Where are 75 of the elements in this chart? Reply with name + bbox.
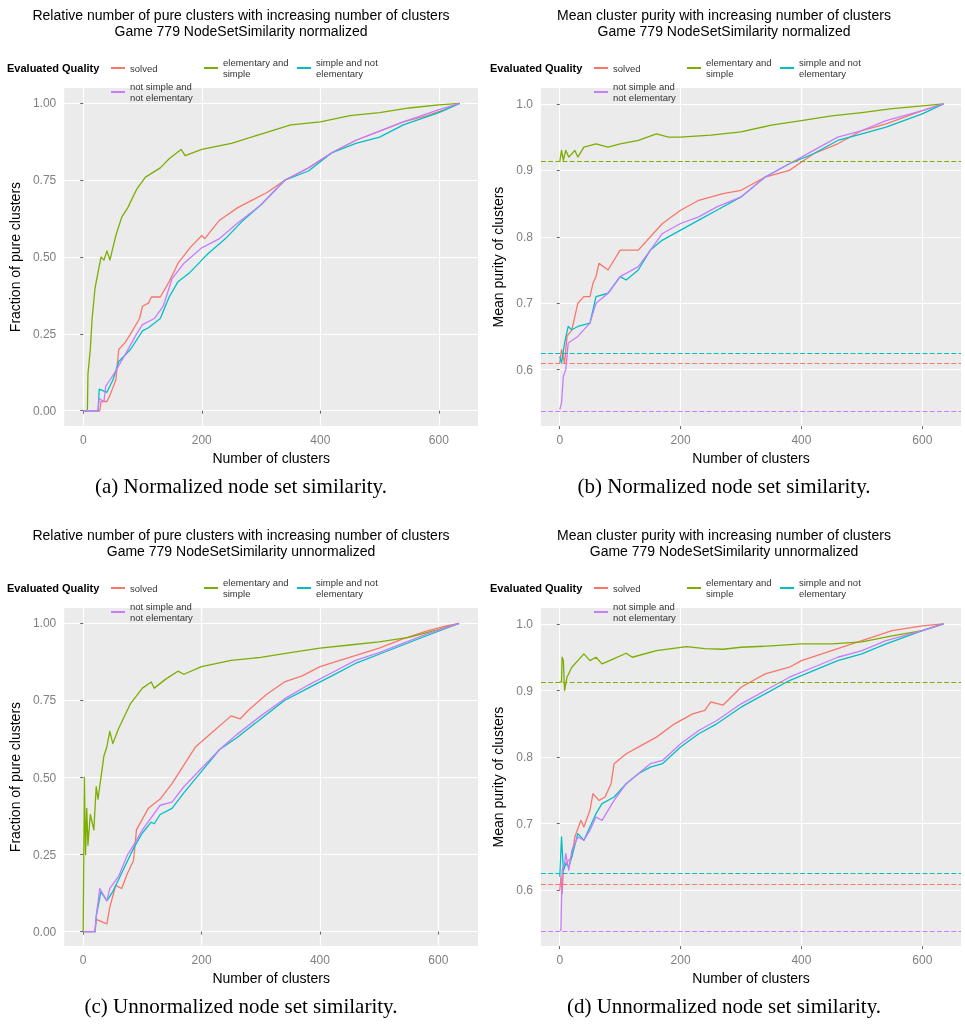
legend-label: elementary and simple (223, 577, 292, 599)
chart-title: Relative number of pure clusters with increasing number of clusters Game 779 NodeSetSimilarity normalized (32, 7, 450, 39)
y-tick-label: 0.7 (516, 296, 534, 311)
legend-label: not simple and not elementary (613, 601, 678, 623)
x-tick-label: 600 (912, 953, 933, 968)
legend-label: solved (130, 582, 158, 594)
x-axis-title: Number of clusters (692, 970, 810, 986)
y-tick-label: 0.9 (516, 163, 534, 178)
legend-title: Evaluated Quality (7, 581, 101, 594)
line-series (559, 103, 945, 411)
legend-label: simple and not elementary (799, 577, 864, 599)
y-tick-label: 0.6 (516, 883, 534, 898)
text: (b) Normalized node set similarity. (576, 474, 872, 499)
y-tick-label: 0.50 (32, 770, 57, 785)
x-tick-label: 400 (791, 953, 812, 968)
y-tick-label: 0.9 (516, 683, 534, 698)
line-series (82, 622, 460, 933)
x-tick-label: 400 (310, 433, 331, 448)
y-tick-label: 0.75 (32, 173, 57, 188)
y-tick-label: 0.8 (516, 750, 534, 765)
x-tick-label: 600 (428, 433, 450, 448)
legend-label: elementary and simple (223, 57, 292, 79)
x-tick-label: 400 (309, 953, 331, 968)
x-axis-title: Number of clusters (212, 970, 330, 986)
text: (d) Unnormalized node set similarity. (565, 994, 883, 1019)
x-tick-label: 400 (791, 433, 812, 448)
legend-label: elementary and simple (706, 57, 775, 79)
y-tick-label: 0.00 (32, 403, 57, 418)
y-axis-title: Fraction of pure clusters (7, 181, 23, 333)
x-tick-label: 200 (670, 433, 691, 448)
y-axis-title: Mean purity of clusters (490, 706, 506, 848)
legend-title: Evaluated Quality (490, 581, 584, 594)
x-axis-title: Number of clusters (212, 450, 330, 466)
y-axis-title: Mean purity of clusters (490, 186, 506, 328)
y-tick-label: 1.0 (516, 616, 534, 631)
y-tick-label: 0.25 (32, 326, 57, 341)
x-tick-label: 600 (428, 953, 449, 968)
y-tick-label: 0.00 (32, 924, 57, 939)
x-tick-label: 200 (670, 953, 691, 968)
x-tick-label: 600 (912, 433, 933, 448)
legend-label: not simple and not elementary (130, 81, 195, 103)
legend-title: Evaluated Quality (7, 61, 101, 74)
y-tick-label: 0.7 (516, 816, 534, 831)
y-tick-label: 0.25 (32, 847, 57, 862)
chart-title: Relative number of pure clusters with increasing number of clusters Game 779 NodeSetSimilarity unnormalized (32, 527, 450, 559)
y-tick-label: 1.00 (32, 96, 57, 111)
legend-label: solved (613, 582, 641, 594)
legend-label: elementary and simple (706, 577, 775, 599)
legend-label: solved (130, 62, 158, 74)
y-axis-title: Fraction of pure clusters (7, 701, 23, 853)
y-tick-label: 0.75 (32, 693, 57, 708)
line-series (82, 102, 461, 412)
chart-title: Mean cluster purity with increasing number of clusters Game 779 NodeSetSimilarity unnormalized (557, 527, 891, 559)
y-tick-label: 0.6 (516, 362, 534, 377)
y-tick-label: 0.50 (32, 250, 57, 265)
x-tick-label: 200 (191, 953, 212, 968)
text: (c) Unnormalized node set similarity. (83, 994, 399, 1019)
x-axis-title: Number of clusters (692, 450, 810, 466)
x-tick-label: 0 (79, 433, 87, 448)
legend-label: solved (613, 62, 641, 74)
legend-label: simple and not elementary (316, 57, 381, 79)
legend-label: not simple and not elementary (130, 601, 195, 623)
x-tick-label: 0 (556, 953, 564, 968)
legend-label: simple and not elementary (799, 57, 864, 79)
legend-label: simple and not elementary (316, 577, 381, 599)
legend-title: Evaluated Quality (490, 61, 584, 74)
legend-label: not simple and not elementary (613, 81, 678, 103)
y-tick-label: 0.8 (516, 229, 534, 244)
chart-title: Mean cluster purity with increasing number of clusters Game 779 NodeSetSimilarity normalized (557, 7, 891, 39)
y-tick-label: 1.00 (32, 616, 57, 631)
x-tick-label: 0 (556, 433, 564, 448)
y-tick-label: 1.0 (516, 96, 534, 111)
x-tick-label: 200 (191, 433, 213, 448)
x-tick-label: 0 (79, 953, 87, 968)
text: (a) Normalized node set similarity. (94, 474, 388, 499)
